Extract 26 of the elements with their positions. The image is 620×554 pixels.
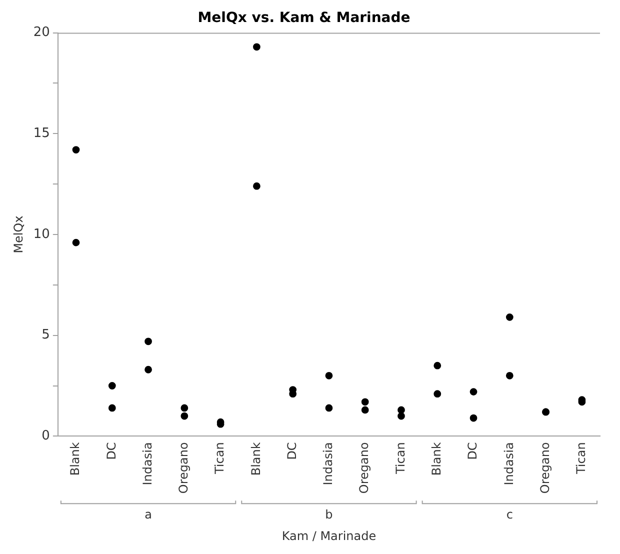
x-tick-label: Indasia	[321, 442, 336, 486]
text: b	[325, 508, 333, 522]
y-axis-title: MelQx	[11, 216, 26, 254]
x-tick-label: Oregano	[176, 442, 191, 494]
x-tick-label: Oregano	[538, 442, 552, 494]
y-tick-label: 20	[33, 25, 50, 40]
y-tick-label: 0	[42, 428, 50, 444]
x-tick-label: DC	[104, 442, 118, 460]
text: c	[506, 508, 513, 522]
x-tick-label: Indasia	[502, 442, 516, 486]
x-tick-label: Indasia	[140, 442, 154, 486]
x-tick-label: Tican	[393, 442, 408, 476]
x-tick-label: Blank	[430, 442, 444, 476]
x-tick-label: Blank	[68, 442, 82, 476]
x-tick-label: Oregano	[357, 442, 372, 494]
x-tick-label: DC	[284, 442, 299, 460]
x-tick-label: Tican	[574, 442, 588, 476]
x-tick-label: Blank	[248, 442, 263, 476]
text: a	[144, 508, 152, 522]
x-tick-label: DC	[466, 442, 480, 460]
x-axis-title: Kam / Marinade	[282, 528, 376, 543]
chart-title: MelQx vs. Kam & Marinade	[198, 10, 410, 26]
x-tick-label: Tican	[212, 442, 227, 476]
y-tick-label: 5	[42, 328, 50, 343]
y-tick-label: 10	[33, 226, 50, 242]
y-tick-label: 15	[33, 126, 50, 142]
